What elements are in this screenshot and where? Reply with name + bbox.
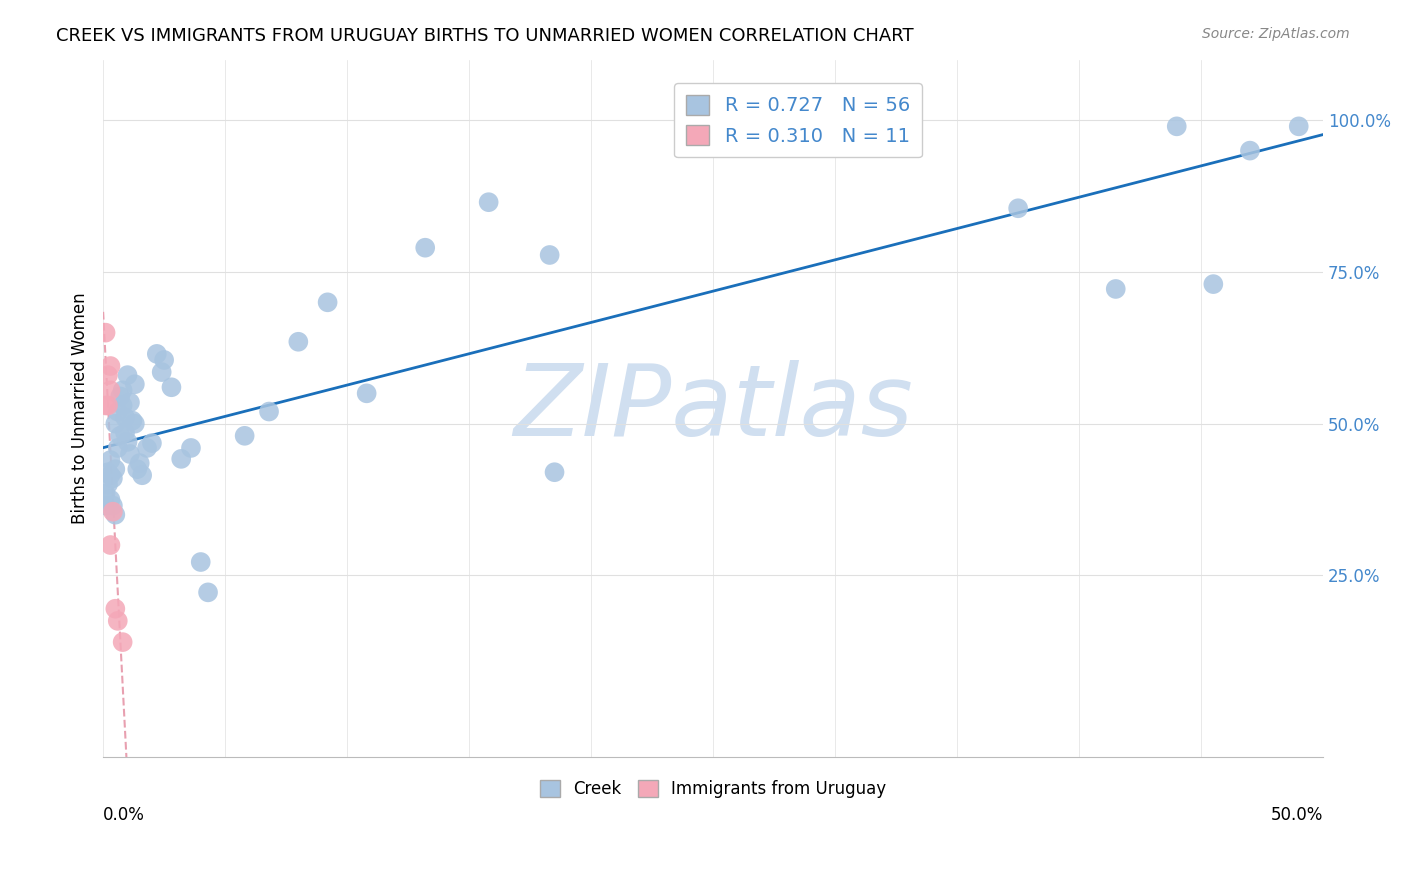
Point <box>141 436 163 450</box>
Point <box>136 441 159 455</box>
Point <box>413 241 436 255</box>
Point <box>197 585 219 599</box>
Point <box>478 195 501 210</box>
Point <box>94 399 117 413</box>
Text: CREEK VS IMMIGRANTS FROM URUGUAY BIRTHS TO UNMARRIED WOMEN CORRELATION CHART: CREEK VS IMMIGRANTS FROM URUGUAY BIRTHS … <box>56 27 914 45</box>
Point <box>356 386 378 401</box>
Point <box>107 441 129 455</box>
Point <box>104 462 127 476</box>
Text: 50.0%: 50.0% <box>1271 806 1323 824</box>
Point <box>118 447 141 461</box>
Point <box>160 380 183 394</box>
Text: Source: ZipAtlas.com: Source: ZipAtlas.com <box>1202 27 1350 41</box>
Point <box>101 471 124 485</box>
Point <box>97 477 120 491</box>
Point <box>180 441 202 455</box>
Point <box>111 399 134 413</box>
Point <box>316 295 339 310</box>
Point <box>1202 277 1225 292</box>
Point <box>108 389 131 403</box>
Point <box>100 468 122 483</box>
Point <box>538 248 561 262</box>
Text: ZIPatlas: ZIPatlas <box>513 360 912 457</box>
Point <box>117 434 139 449</box>
Point <box>94 486 117 500</box>
Point <box>100 384 122 398</box>
Point <box>170 451 193 466</box>
Point <box>97 465 120 479</box>
Point <box>111 635 134 649</box>
Point <box>114 410 136 425</box>
Point <box>117 368 139 383</box>
Point <box>124 377 146 392</box>
Point <box>107 614 129 628</box>
Point <box>146 347 169 361</box>
Point <box>94 326 117 340</box>
Point <box>100 359 122 373</box>
Point <box>104 601 127 615</box>
Point <box>100 492 122 507</box>
Point <box>873 120 896 134</box>
Point <box>118 395 141 409</box>
Point <box>101 499 124 513</box>
Point <box>104 508 127 522</box>
Point <box>100 538 122 552</box>
Point <box>127 462 149 476</box>
Point <box>104 417 127 431</box>
Point <box>287 334 309 349</box>
Point <box>97 399 120 413</box>
Point <box>107 404 129 418</box>
Text: 0.0%: 0.0% <box>103 806 145 824</box>
Point <box>100 453 122 467</box>
Point <box>97 368 120 383</box>
Point <box>111 384 134 398</box>
Point <box>1166 120 1188 134</box>
Point <box>1007 201 1029 215</box>
Point <box>153 353 176 368</box>
Point <box>1105 282 1128 296</box>
Point <box>128 456 150 470</box>
Legend: Creek, Immigrants from Uruguay: Creek, Immigrants from Uruguay <box>533 773 893 805</box>
Point <box>1239 144 1261 158</box>
Point <box>124 417 146 431</box>
Point <box>114 425 136 440</box>
Point <box>150 365 173 379</box>
Point <box>257 404 280 418</box>
Point <box>233 429 256 443</box>
Point <box>108 429 131 443</box>
Point <box>131 468 153 483</box>
Point <box>101 505 124 519</box>
Y-axis label: Births to Unmarried Women: Births to Unmarried Women <box>72 293 89 524</box>
Point <box>1288 120 1310 134</box>
Point <box>543 465 565 479</box>
Point <box>190 555 212 569</box>
Point <box>121 414 143 428</box>
Point <box>94 499 117 513</box>
